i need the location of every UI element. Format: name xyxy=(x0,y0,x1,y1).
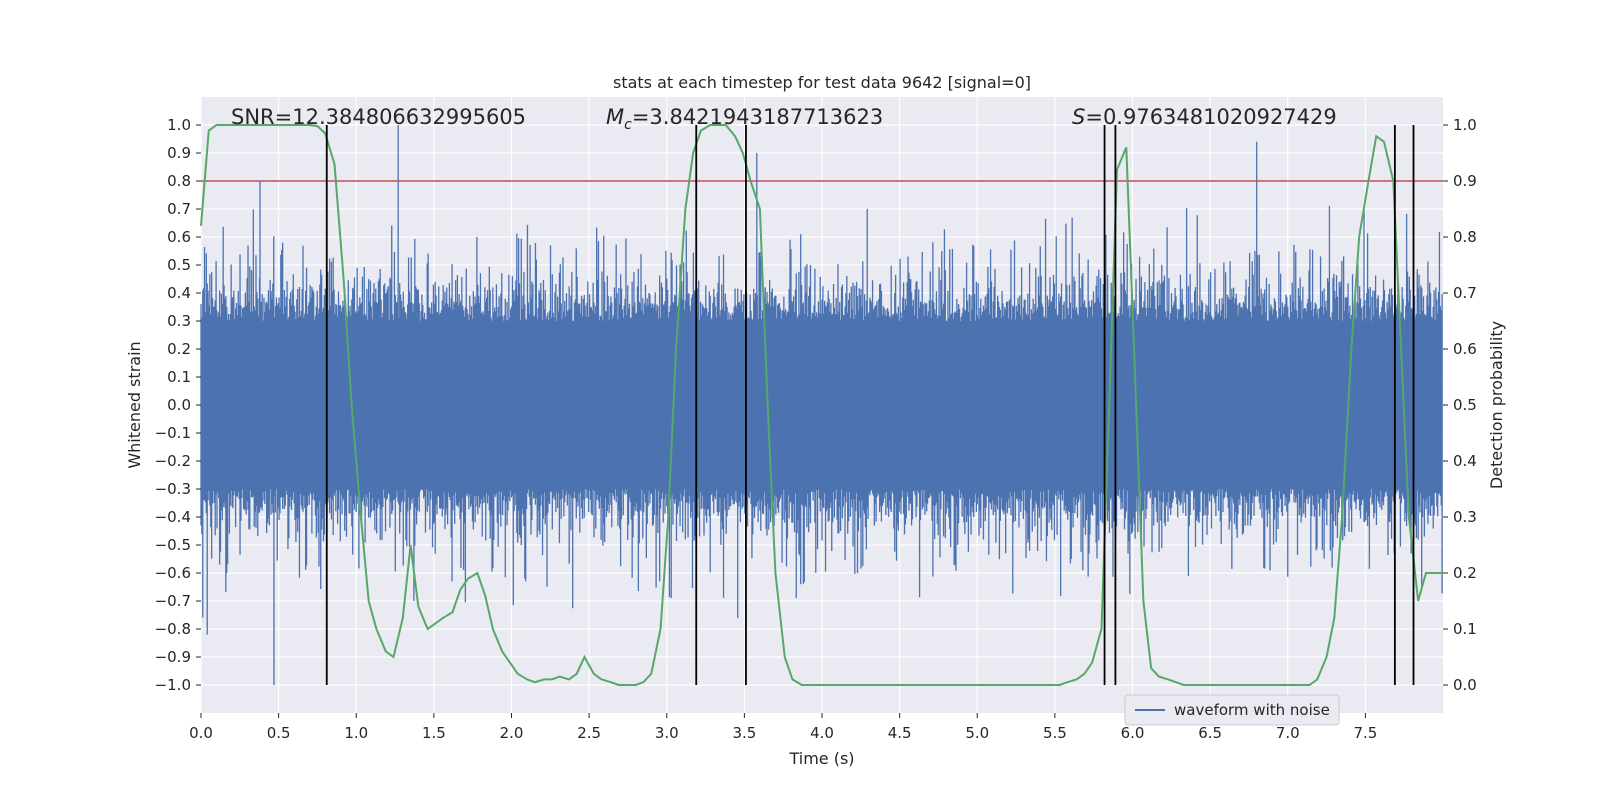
y2-tick-label: 0.6 xyxy=(1453,340,1477,358)
y-tick-label: 0.2 xyxy=(167,340,191,358)
x-tick-label: 1.0 xyxy=(344,724,368,742)
y-axis-label: Whitened strain xyxy=(125,341,144,468)
y2-tick-label: 0.3 xyxy=(1453,508,1477,526)
y-tick-label: 0.3 xyxy=(167,312,191,330)
y-tick-label: 0.9 xyxy=(167,144,191,162)
y2-tick-label: 0.1 xyxy=(1453,620,1477,638)
y-tick-label: 0.1 xyxy=(167,368,191,386)
x-tick-label: 5.5 xyxy=(1043,724,1067,742)
y-tick-label: 0.6 xyxy=(167,228,191,246)
x-axis-label: Time (s) xyxy=(788,749,854,768)
probability-layer xyxy=(200,124,1443,686)
y2-tick-label: 0.0 xyxy=(1453,676,1477,694)
waveform-series xyxy=(200,125,1443,685)
x-tick-label: 4.5 xyxy=(888,724,912,742)
y2-tick-label: 1.0 xyxy=(1453,116,1477,134)
y-tick-label: −0.4 xyxy=(155,508,191,526)
x-tick-label: 3.0 xyxy=(655,724,679,742)
y-tick-label: −1.0 xyxy=(155,676,191,694)
chart-title: stats at each timestep for test data 964… xyxy=(613,73,1031,92)
x-tick-label: 7.0 xyxy=(1276,724,1300,742)
x-tick-label: 1.5 xyxy=(422,724,446,742)
y-tick-label: 0.8 xyxy=(167,172,191,190)
y2-tick-label: 0.4 xyxy=(1453,452,1477,470)
y2-tick-label: 0.8 xyxy=(1453,228,1477,246)
y-tick-label: −0.7 xyxy=(155,592,191,610)
legend-box xyxy=(1124,694,1340,726)
x-tick-label: 4.0 xyxy=(810,724,834,742)
y-axis-ticks: −1.0 −0.9 −0.8 −0.7 −0.6 −0.5 −0.4 −0.3 −0.2 −0.1… xyxy=(155,116,201,694)
y-tick-label: −0.5 xyxy=(155,536,191,554)
mc-subscript: c xyxy=(624,117,632,133)
x-tick-label: 7.5 xyxy=(1353,724,1377,742)
x-tick-label: 6.0 xyxy=(1121,724,1145,742)
y-tick-label: −0.1 xyxy=(155,424,191,442)
x-tick-label: 0.0 xyxy=(189,724,213,742)
snr-annotation: SNR=12.384806632995605 xyxy=(231,105,526,129)
x-axis-ticks: 0.0 0.5 1.0 1.5 2.0 2.5 3.0 3.5 4.0 4.5 5.0 5.5 6.0 6… xyxy=(189,713,1377,742)
x-tick-label: 3.5 xyxy=(732,724,756,742)
chirp-mass-annotation: Mc=3.8421943187713623 xyxy=(606,105,883,133)
x-tick-label: 2.0 xyxy=(500,724,524,742)
mc-value: =3.8421943187713623 xyxy=(632,105,883,129)
y2-axis-label: Detection probability xyxy=(1487,321,1506,489)
y2-tick-label: 0.2 xyxy=(1453,564,1477,582)
x-tick-label: 6.5 xyxy=(1198,724,1222,742)
y-tick-label: 0.7 xyxy=(167,200,191,218)
x-tick-label: 0.5 xyxy=(267,724,291,742)
y-tick-label: 1.0 xyxy=(167,116,191,134)
x-tick-label: 5.0 xyxy=(965,724,989,742)
y2-axis-ticks: 0.0 0.1 0.2 0.3 0.4 0.5 0.6 0.7 0.8 0.9 1.0 xyxy=(1443,116,1477,694)
y-tick-label: 0.0 xyxy=(167,396,191,414)
y2-tick-label: 0.7 xyxy=(1453,284,1477,302)
significance-annotation: S=0.9763481020927429 xyxy=(1072,105,1337,129)
y-tick-label: −0.3 xyxy=(155,480,191,498)
y-tick-label: −0.8 xyxy=(155,620,191,638)
waveform-line xyxy=(200,125,1443,685)
y-tick-label: −0.6 xyxy=(155,564,191,582)
probability-line xyxy=(200,124,1443,686)
legend: waveform with noise xyxy=(1124,694,1340,726)
y-tick-label: −0.9 xyxy=(155,648,191,666)
mc-symbol: M xyxy=(606,105,624,129)
y2-tick-label: 0.5 xyxy=(1453,396,1477,414)
s-symbol: S xyxy=(1072,105,1085,129)
y-tick-label: 0.5 xyxy=(167,256,191,274)
y2-tick-label: 0.9 xyxy=(1453,172,1477,190)
legend-label-waveform: waveform with noise xyxy=(1174,701,1330,719)
x-tick-label: 2.5 xyxy=(577,724,601,742)
y-tick-label: 0.4 xyxy=(167,284,191,302)
event-markers xyxy=(325,125,1415,685)
s-value: =0.9763481020927429 xyxy=(1085,105,1336,129)
y-tick-label: −0.2 xyxy=(155,452,191,470)
